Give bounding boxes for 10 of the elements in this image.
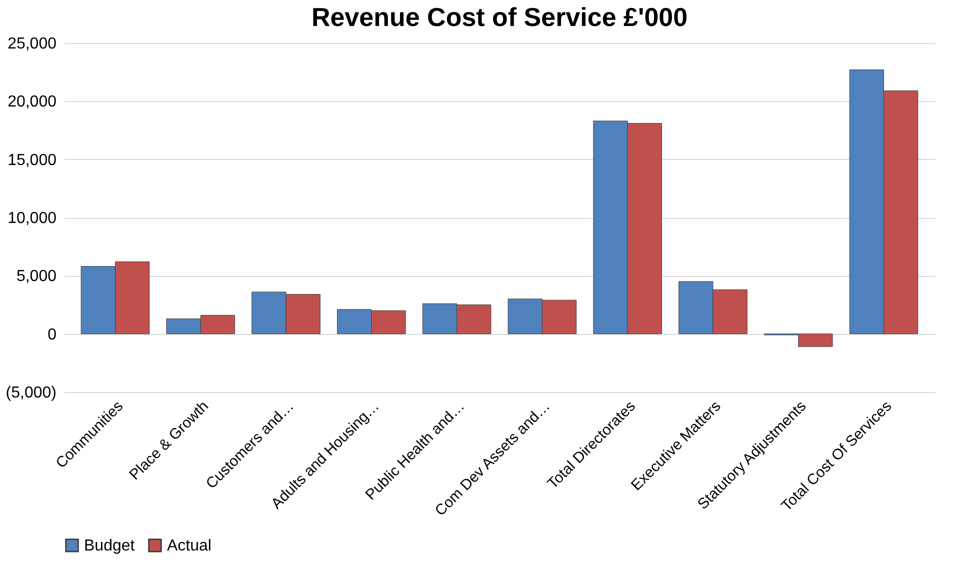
y-tick-label: 15,000: [8, 152, 57, 169]
y-tick-label: 10,000: [8, 210, 57, 227]
y-tick-label: 25,000: [8, 36, 57, 52]
legend-label: Actual: [167, 537, 212, 554]
legend-label: Budget: [84, 537, 136, 554]
y-tick-label: 5,000: [16, 268, 57, 286]
y-tick-label: 0: [48, 326, 57, 344]
y-tick-label: 20,000: [8, 94, 57, 111]
chart-title: Revenue Cost of Service £'000: [311, 2, 688, 32]
y-tick-label: (5,000): [6, 384, 56, 402]
